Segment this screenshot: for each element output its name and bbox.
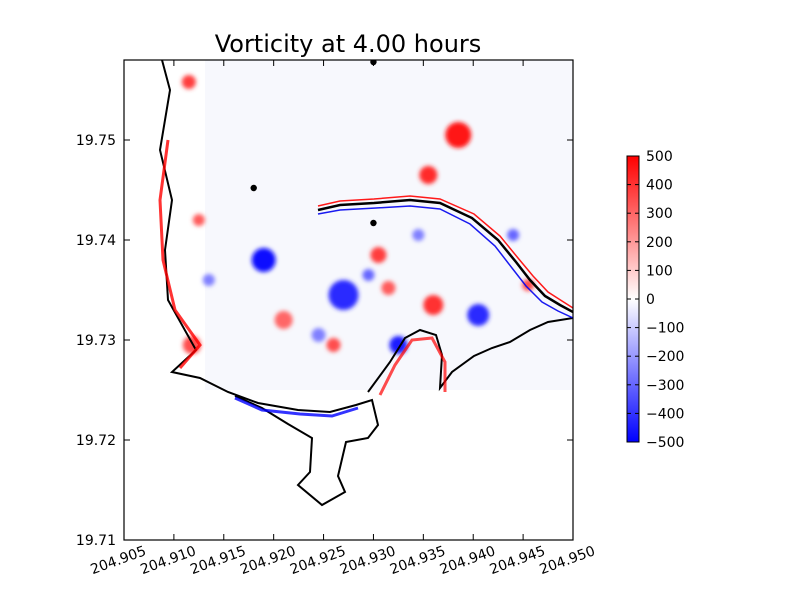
colorbar-tick-label: 500 <box>646 149 673 165</box>
eddy-14 <box>362 269 375 281</box>
colorbar-tick-label: −300 <box>646 378 684 394</box>
x-tick-label: 204.925 <box>288 543 348 578</box>
eddy-12 <box>192 214 205 226</box>
breakwater-shear-red <box>317 195 573 309</box>
x-tick-label: 204.930 <box>338 543 398 578</box>
colorbar-tick-label: 400 <box>646 178 673 194</box>
colorbar-tick-label: 300 <box>646 206 673 222</box>
eddy-15 <box>412 229 425 241</box>
colorbar-tick-label: −400 <box>646 406 684 422</box>
shore-band-blue <box>234 396 359 418</box>
colorbar-tick-label: 0 <box>646 292 655 308</box>
x-tick-label: 204.945 <box>488 543 548 578</box>
eddy-5 <box>467 304 490 326</box>
eddy-8 <box>370 247 387 263</box>
eddy-11 <box>507 229 520 241</box>
y-tick-label: 19.71 <box>76 533 116 549</box>
eddy-7 <box>274 311 293 329</box>
plot-frame <box>123 59 574 541</box>
colorbar-tick-label: −500 <box>646 435 684 451</box>
colorbar-tick-label: 100 <box>646 263 673 279</box>
colorbar-ticks: 500 400 300 200 100 0 −100 −200 −300 −400 −500 <box>627 149 684 451</box>
coastline <box>158 60 573 507</box>
breakwater <box>317 198 573 314</box>
eddy-2 <box>445 122 472 148</box>
breakwater-shear <box>317 205 573 319</box>
x-tick-label: 204.920 <box>238 543 298 578</box>
shore-band-east <box>378 336 447 396</box>
x-tick-label: 204.950 <box>538 543 598 578</box>
x-tick-label: 204.940 <box>438 543 498 578</box>
eddy-4 <box>423 295 444 315</box>
eddy-3 <box>419 166 438 184</box>
colorbar-tick-label: −100 <box>646 321 684 337</box>
chart-title: Vorticity at 4.00 hours <box>215 30 482 58</box>
plot-area <box>124 60 573 540</box>
colorbar-tick-label: 200 <box>646 235 673 251</box>
eddy-16 <box>181 75 196 89</box>
shore-band-red <box>158 139 202 369</box>
x-tick-label: 204.935 <box>388 543 448 578</box>
eddy-13 <box>202 274 215 286</box>
background-field <box>205 60 573 390</box>
eddy-18 <box>311 328 326 342</box>
y-tick-label: 19.72 <box>76 433 116 449</box>
y-tick-label: 19.73 <box>76 333 116 349</box>
eddy-9 <box>381 281 396 295</box>
colorbar: 500 400 300 200 100 0 −100 −200 −300 −400 −500 <box>626 149 684 451</box>
y-tick-label: 19.74 <box>76 233 116 249</box>
x-tick-label: 204.915 <box>188 543 248 578</box>
y-axis: 19.71 19.72 19.73 19.74 19.75 <box>76 133 573 549</box>
station-marker-2 <box>370 219 377 227</box>
station-marker-1 <box>250 184 257 192</box>
eddy-0 <box>251 248 276 272</box>
y-tick-label: 19.75 <box>76 133 116 149</box>
eddy-19 <box>326 338 341 352</box>
colorbar-tick-label: −200 <box>646 349 684 365</box>
x-tick-label: 204.910 <box>138 543 198 578</box>
eddy-1 <box>328 280 359 310</box>
